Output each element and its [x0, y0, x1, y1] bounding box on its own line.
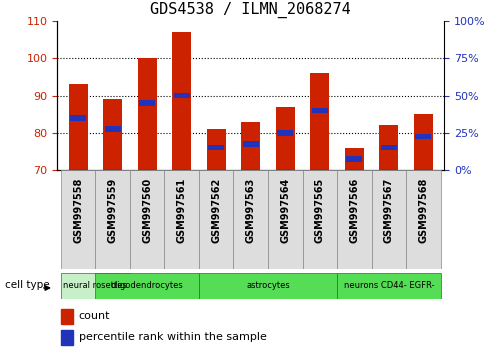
Bar — [61, 330, 73, 345]
Bar — [68, 84, 88, 170]
Text: oligodendrocytes: oligodendrocytes — [111, 281, 184, 290]
Bar — [61, 309, 73, 324]
Text: GSM997558: GSM997558 — [73, 178, 83, 243]
Bar — [103, 99, 122, 170]
Text: cell type: cell type — [5, 280, 49, 290]
Bar — [337, 170, 372, 269]
Text: neurons CD44- EGFR-: neurons CD44- EGFR- — [344, 281, 434, 290]
Title: GDS4538 / ILMN_2068274: GDS4538 / ILMN_2068274 — [150, 2, 351, 18]
Bar — [172, 32, 191, 170]
Bar — [61, 273, 130, 299]
Bar — [345, 148, 364, 170]
Text: GSM997565: GSM997565 — [315, 178, 325, 243]
Bar — [199, 273, 337, 299]
Bar — [312, 108, 328, 113]
Bar — [165, 170, 199, 269]
Bar — [372, 170, 406, 269]
Text: GSM997567: GSM997567 — [384, 178, 394, 243]
Bar — [346, 156, 362, 161]
Bar — [234, 170, 268, 269]
Bar — [105, 126, 121, 132]
Bar — [337, 273, 441, 299]
Bar — [61, 170, 95, 269]
Bar — [310, 73, 329, 170]
Text: GSM997566: GSM997566 — [349, 178, 359, 243]
Text: GSM997559: GSM997559 — [108, 178, 118, 243]
Bar — [199, 170, 234, 269]
Text: astrocytes: astrocytes — [246, 281, 290, 290]
Text: GSM997561: GSM997561 — [177, 178, 187, 243]
Text: percentile rank within the sample: percentile rank within the sample — [79, 332, 266, 342]
Bar — [302, 170, 337, 269]
Text: GSM997563: GSM997563 — [246, 178, 256, 243]
Text: GSM997568: GSM997568 — [418, 178, 429, 243]
Bar — [70, 115, 86, 121]
Bar — [414, 114, 433, 170]
Bar — [207, 129, 226, 170]
Bar — [406, 170, 441, 269]
Bar — [276, 107, 295, 170]
Bar — [174, 93, 190, 98]
Bar — [379, 125, 398, 170]
Text: GSM997564: GSM997564 — [280, 178, 290, 243]
Text: count: count — [79, 311, 110, 321]
Bar — [95, 170, 130, 269]
Text: GSM997560: GSM997560 — [142, 178, 152, 243]
Bar — [243, 141, 259, 147]
Bar — [268, 170, 302, 269]
Bar — [415, 134, 432, 139]
Text: neural rosettes: neural rosettes — [63, 281, 127, 290]
Bar — [95, 273, 199, 299]
Bar — [139, 100, 155, 106]
Bar — [208, 145, 224, 150]
Bar — [138, 58, 157, 170]
Bar — [277, 130, 293, 136]
Bar — [381, 145, 397, 150]
Bar — [130, 170, 165, 269]
Text: GSM997562: GSM997562 — [211, 178, 221, 243]
Bar — [241, 121, 260, 170]
